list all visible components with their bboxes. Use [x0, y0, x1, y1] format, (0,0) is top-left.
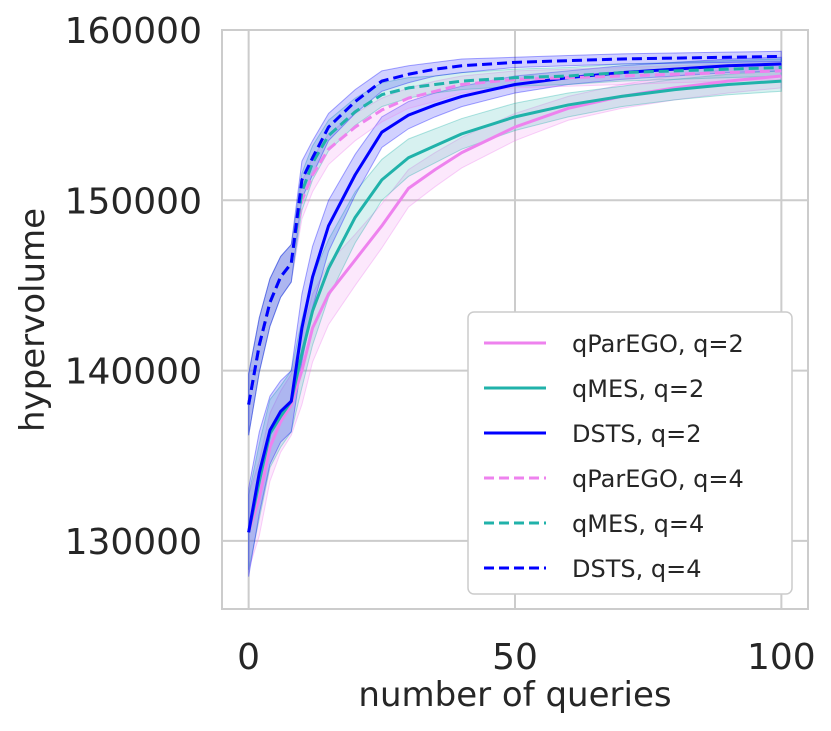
legend-label: qMES, q=2	[572, 375, 704, 403]
band-dsts-q-4	[248, 50, 782, 436]
x-tick-label: 100	[747, 637, 816, 678]
line-qparego-q-4	[247, 69, 782, 405]
y-tick-label: 150000	[65, 181, 202, 222]
legend-label: qParEGO, q=2	[572, 330, 744, 358]
y-tick-label: 140000	[65, 352, 202, 393]
y-axis-title: hypervolume	[13, 208, 53, 432]
y-tick-label: 160000	[65, 11, 202, 52]
band-qparego-q-2	[248, 63, 782, 570]
legend-label: qParEGO, q=4	[572, 465, 744, 493]
legend: qParEGO, q=2 qMES, q=2 DSTS, q=2 qParEGO, q…	[467, 311, 793, 595]
legend-box	[467, 311, 793, 595]
legend-label: DSTS, q=2	[572, 420, 701, 448]
line-qmes-q-2	[247, 79, 782, 533]
y-tick-label: 130000	[65, 522, 202, 563]
tick-labels: 0 50 100 130000 140000 150000 160000	[65, 11, 816, 678]
band-qparego-q-4	[248, 61, 782, 436]
plot-frame	[221, 29, 809, 610]
series-lines	[247, 54, 782, 533]
x-tick-label: 0	[237, 637, 260, 678]
line-qmes-q-4	[247, 65, 782, 405]
x-axis-title: number of queries	[358, 675, 671, 715]
x-tick-label: 50	[492, 637, 538, 678]
legend-label: qMES, q=4	[572, 510, 704, 538]
line-dsts-q-4	[247, 54, 782, 405]
legend-label: DSTS, q=4	[572, 555, 701, 583]
